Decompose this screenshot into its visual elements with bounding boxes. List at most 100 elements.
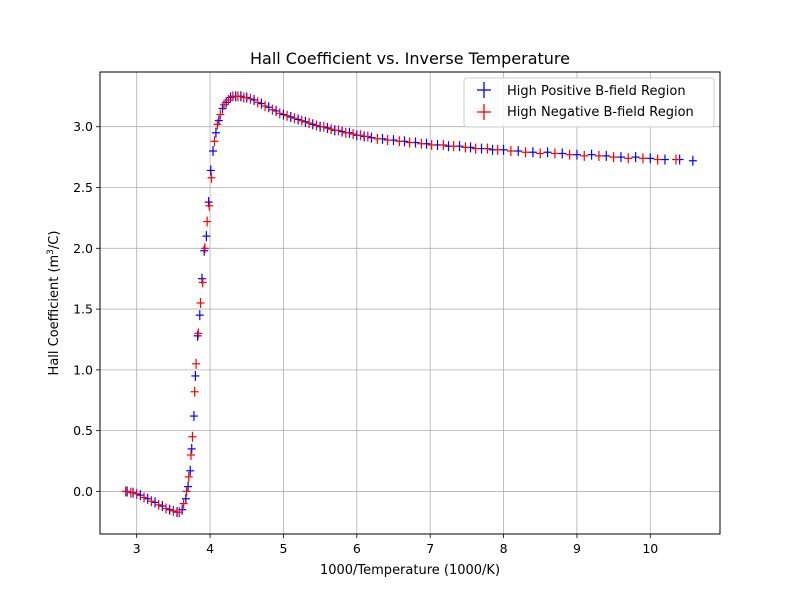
x-tick-label: 5 <box>279 541 287 556</box>
data-point <box>193 330 202 341</box>
data-point <box>169 505 178 516</box>
data-point <box>297 115 306 126</box>
data-point <box>653 154 662 165</box>
data-point <box>301 116 310 127</box>
data-point <box>439 139 448 150</box>
legend-label-positive: High Positive B-field Region <box>507 84 686 99</box>
data-point <box>261 101 270 112</box>
data-point <box>207 172 216 183</box>
data-point <box>572 149 581 160</box>
data-point <box>165 504 174 515</box>
data-point <box>587 149 596 160</box>
chart-title: Hall Coefficient vs. Inverse Temperature <box>250 49 570 68</box>
data-point <box>257 98 266 109</box>
data-layer <box>121 91 697 518</box>
data-point <box>279 109 288 120</box>
data-point <box>356 130 365 141</box>
data-point <box>268 104 277 115</box>
legend-marker-negative <box>477 104 491 120</box>
data-point <box>132 488 141 499</box>
data-point <box>198 277 207 288</box>
x-tick-label: 7 <box>426 541 434 556</box>
data-point <box>638 153 647 164</box>
y-tick-label: 2.5 <box>73 180 93 195</box>
data-point <box>383 135 392 146</box>
data-point <box>536 148 545 159</box>
data-point <box>190 386 199 397</box>
data-point <box>338 126 347 137</box>
data-point <box>191 370 200 381</box>
data-point <box>594 150 603 161</box>
data-point <box>493 144 502 155</box>
data-point <box>550 148 559 159</box>
data-point <box>305 118 314 129</box>
y-axis-label: Hall Coefficient (m3/C) <box>46 231 62 376</box>
data-point <box>363 131 372 142</box>
data-point <box>121 486 130 497</box>
data-point <box>187 443 196 454</box>
legend: High Positive B-field Region High Negati… <box>463 77 715 128</box>
data-point <box>631 152 640 163</box>
data-point <box>580 150 589 161</box>
data-point <box>250 94 259 105</box>
data-point <box>349 129 358 140</box>
legend-box <box>463 77 715 128</box>
data-point <box>323 122 332 133</box>
data-point <box>195 310 204 321</box>
data-point <box>395 136 404 147</box>
data-point <box>202 231 211 242</box>
x-tick-label: 10 <box>642 541 658 556</box>
y-axis-label-end: /C) <box>47 231 62 250</box>
data-point <box>660 154 669 165</box>
y-tick-label: 2.0 <box>73 241 93 256</box>
data-point <box>327 124 336 135</box>
data-point <box>521 147 530 158</box>
data-point <box>188 431 197 442</box>
data-point <box>239 92 248 103</box>
data-point <box>143 493 152 504</box>
data-point <box>565 149 574 160</box>
data-point <box>286 111 295 122</box>
data-point <box>616 152 625 163</box>
data-point <box>543 147 552 158</box>
data-point <box>216 109 225 120</box>
data-point <box>192 358 201 369</box>
x-tick-label: 6 <box>353 541 361 556</box>
data-point <box>158 501 167 512</box>
data-point <box>312 120 321 131</box>
data-point <box>558 148 567 159</box>
y-axis-label-superscript: 3 <box>46 249 56 255</box>
ticks: 3 4 5 6 7 8 9 10 0.0 0.5 1.0 1.5 2.0 2.5 3.0 <box>73 119 658 556</box>
data-point <box>186 465 195 476</box>
data-point <box>283 110 292 121</box>
data-point <box>182 486 191 497</box>
data-point <box>290 113 299 124</box>
data-point <box>405 137 414 148</box>
data-point <box>294 114 303 125</box>
data-point <box>417 138 426 149</box>
data-point <box>427 139 436 150</box>
data-point <box>162 503 171 514</box>
data-point <box>528 147 537 158</box>
data-point <box>671 154 680 165</box>
data-point <box>206 165 215 176</box>
data-point <box>136 490 145 501</box>
y-tick-label: 0.5 <box>73 423 93 438</box>
data-point <box>609 152 618 163</box>
data-point <box>203 216 212 227</box>
y-tick-label: 1.5 <box>73 302 93 317</box>
y-tick-label: 3.0 <box>73 119 93 134</box>
x-tick-label: 9 <box>573 541 581 556</box>
series-negative <box>121 91 680 518</box>
data-point <box>341 127 350 138</box>
data-point <box>253 97 262 108</box>
data-point <box>213 119 222 130</box>
data-point <box>210 136 219 147</box>
data-point <box>471 143 480 154</box>
data-point <box>367 132 376 143</box>
data-point <box>200 245 209 256</box>
data-point <box>194 328 203 339</box>
data-point <box>189 411 198 422</box>
data-point <box>151 497 160 508</box>
grid <box>100 72 720 534</box>
